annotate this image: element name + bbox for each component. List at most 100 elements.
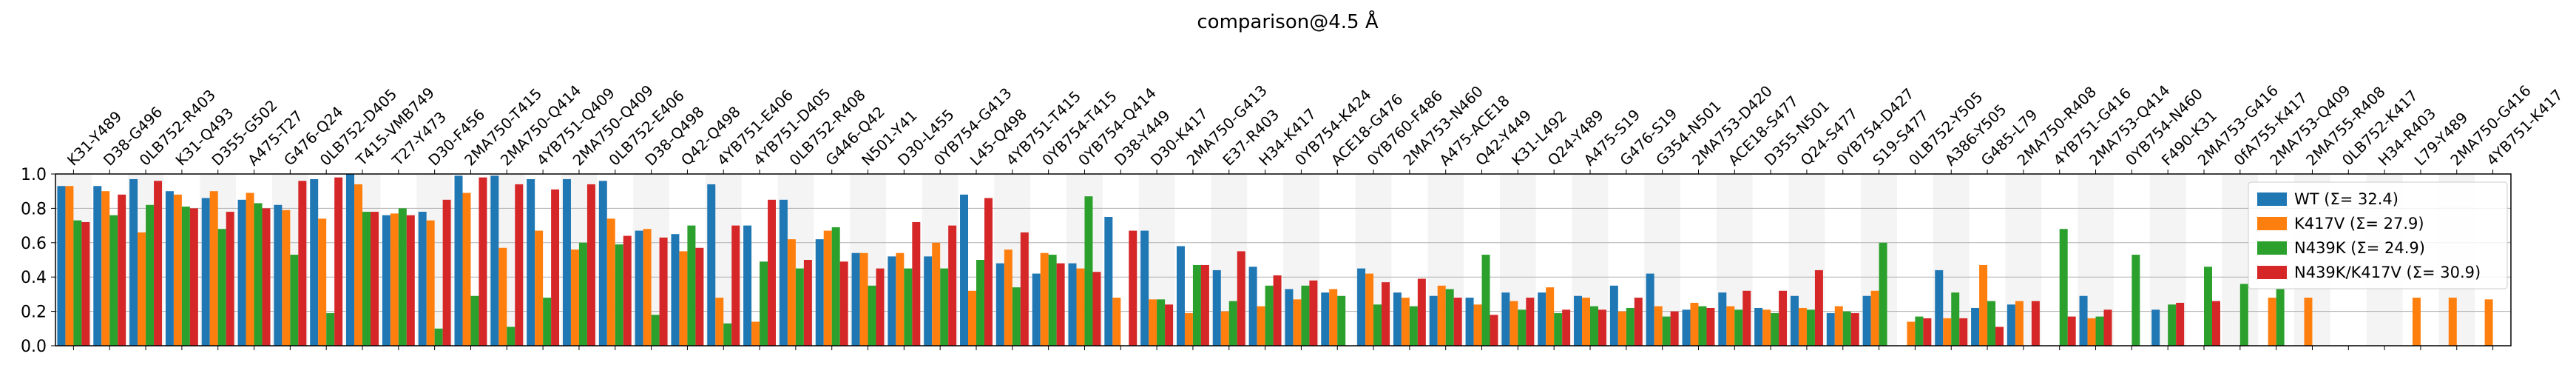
bar — [390, 213, 399, 346]
bar — [1032, 273, 1041, 346]
bar — [803, 260, 812, 346]
bar — [346, 174, 355, 346]
bar — [462, 192, 471, 346]
bar — [1654, 306, 1663, 346]
bar — [2211, 301, 2220, 346]
bar — [731, 225, 740, 346]
bar — [1329, 289, 1338, 346]
bar — [362, 212, 371, 346]
bar — [1771, 312, 1779, 346]
bar — [768, 199, 777, 346]
bar — [896, 252, 905, 346]
bar — [635, 230, 643, 346]
bar — [1617, 311, 1626, 346]
bar — [1987, 301, 1996, 346]
bar — [101, 191, 110, 346]
bar — [129, 178, 138, 346]
bar — [623, 235, 632, 346]
bar — [173, 194, 182, 346]
bar — [1112, 298, 1121, 346]
bar — [1790, 295, 1799, 346]
bar — [1646, 273, 1654, 346]
bar — [334, 177, 343, 346]
bar — [418, 212, 427, 346]
bar — [1293, 299, 1302, 346]
bar — [779, 199, 788, 346]
bar — [1076, 268, 1085, 346]
bar — [1682, 309, 1691, 346]
bar — [1582, 298, 1590, 346]
bar — [1510, 301, 1518, 346]
bar — [598, 181, 607, 346]
bar — [1453, 298, 1462, 346]
bar — [839, 261, 848, 346]
bar — [1357, 268, 1366, 346]
bar — [470, 295, 479, 346]
y-tick-label: 0.0 — [21, 338, 47, 356]
bar — [1490, 315, 1498, 346]
bar — [1862, 295, 1871, 346]
legend-label: N439K (Σ= 24.9) — [2294, 239, 2425, 257]
bar — [606, 218, 615, 346]
bar — [1401, 298, 1410, 346]
bar — [578, 242, 587, 346]
bar — [984, 198, 993, 346]
bar — [1915, 316, 1924, 346]
legend-label: K417V (Σ= 27.9) — [2294, 215, 2424, 232]
bar — [1779, 290, 1788, 346]
bar — [651, 315, 660, 346]
bar — [687, 225, 696, 346]
bar — [2087, 318, 2096, 346]
bar — [138, 232, 146, 346]
bar — [1870, 290, 1879, 346]
bar — [290, 255, 299, 346]
bar — [490, 175, 499, 346]
bar — [2007, 304, 2015, 346]
bar — [948, 225, 957, 346]
bar — [1546, 287, 1555, 346]
bar — [815, 239, 824, 346]
bar — [1248, 267, 1257, 346]
bar — [1698, 306, 1707, 346]
bar — [615, 244, 623, 346]
bar — [1382, 282, 1390, 346]
bar — [154, 181, 163, 346]
bar — [1004, 250, 1013, 346]
bar — [1068, 263, 1077, 346]
bar — [217, 229, 226, 346]
bar — [1165, 304, 1174, 346]
bar — [1481, 255, 1490, 346]
bar — [562, 178, 571, 346]
bar — [932, 242, 941, 346]
bar — [2304, 298, 2313, 346]
bar — [1321, 292, 1330, 346]
bar — [370, 212, 379, 346]
bar — [2484, 299, 2493, 346]
chart-title: comparison@4.5 Å — [1197, 10, 1378, 33]
bar — [1690, 303, 1699, 346]
y-tick-label: 1.0 — [21, 166, 47, 184]
legend-swatch — [2257, 192, 2287, 206]
bar — [1762, 309, 1771, 346]
bar — [246, 192, 254, 346]
bar — [1237, 251, 1245, 346]
bar — [1995, 327, 2004, 346]
legend-swatch — [2257, 241, 2287, 255]
bar — [1634, 298, 1643, 346]
bar — [2031, 301, 2040, 346]
bar — [1228, 301, 1237, 346]
bar — [1798, 307, 1807, 346]
legend-swatch — [2257, 266, 2287, 279]
bar — [165, 191, 174, 346]
bar — [1742, 290, 1751, 346]
bar — [2412, 298, 2421, 346]
bar — [2239, 284, 2248, 346]
bar — [968, 290, 976, 346]
bar — [888, 256, 896, 346]
bar — [760, 261, 768, 346]
bar — [298, 181, 307, 346]
bar — [1104, 217, 1113, 346]
bar — [1417, 278, 1426, 346]
bar — [57, 186, 66, 346]
bar — [498, 247, 507, 346]
